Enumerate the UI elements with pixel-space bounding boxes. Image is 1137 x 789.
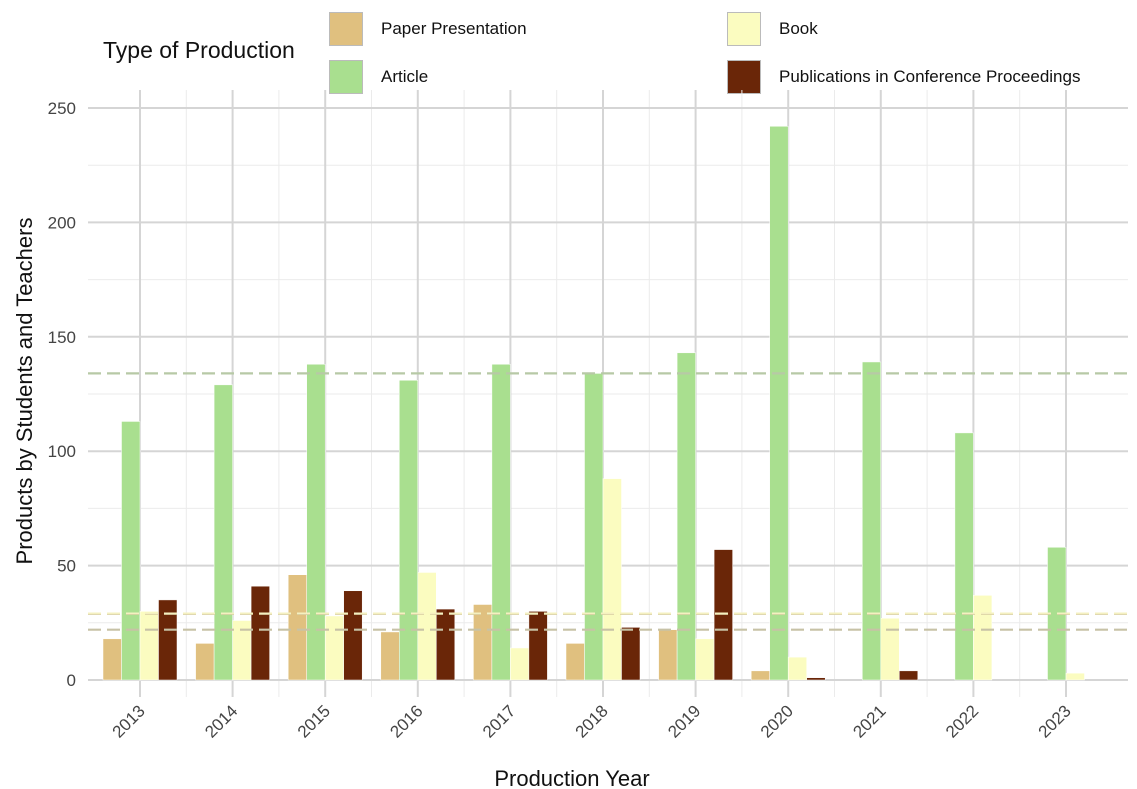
bar-article-2015 xyxy=(306,364,326,681)
y-tick-label: 250 xyxy=(48,99,76,118)
legend-label-book: Book xyxy=(779,19,818,38)
bar-book-2023 xyxy=(1065,672,1085,681)
legend-item-book[interactable]: Book xyxy=(727,12,818,46)
legend-item-paper-presentation[interactable]: Paper Presentation xyxy=(329,12,527,46)
x-tick-label: 2022 xyxy=(942,701,982,741)
y-axis-ticks: 0 50 100 150 200 250 xyxy=(48,99,76,690)
reference-lines xyxy=(88,372,1128,631)
legend-swatch-book xyxy=(727,12,761,46)
bar-publications-in-conference-proceedings-2017 xyxy=(528,611,548,681)
bar-paper-presentation-2016 xyxy=(380,631,400,681)
bar-publications-in-conference-proceedings-2013 xyxy=(158,599,178,681)
bar-article-2014 xyxy=(213,384,233,681)
bar-publications-in-conference-proceedings-2016 xyxy=(436,608,456,681)
legend-item-article[interactable]: Article xyxy=(329,60,428,94)
legend-label-article: Article xyxy=(381,67,429,86)
bar-book-2020 xyxy=(787,656,807,681)
bar-article-2016 xyxy=(399,380,419,681)
legend-title: Type of Production xyxy=(103,37,295,63)
bar-article-2013 xyxy=(121,421,141,681)
x-tick-label: 2013 xyxy=(109,701,149,741)
bar-article-2022 xyxy=(954,432,974,681)
bar-paper-presentation-2019 xyxy=(658,629,678,681)
bar-publications-in-conference-proceedings-2019 xyxy=(713,549,733,681)
legend-swatch-article xyxy=(329,60,363,94)
legend-swatch-conference-proceedings xyxy=(727,60,761,94)
bar-paper-presentation-2018 xyxy=(565,643,585,681)
bar-publications-in-conference-proceedings-2014 xyxy=(250,585,270,681)
x-tick-label: 2014 xyxy=(201,701,241,741)
y-tick-label: 50 xyxy=(57,557,76,576)
x-tick-label: 2016 xyxy=(386,701,426,741)
bar-article-2017 xyxy=(491,364,511,681)
bar-article-2018 xyxy=(584,373,604,681)
bar-book-2022 xyxy=(973,595,993,681)
y-tick-label: 0 xyxy=(67,671,76,690)
bar-publications-in-conference-proceedings-2021 xyxy=(899,670,919,681)
x-axis-ticks: 2013 2014 2015 2016 2017 2018 2019 2020 2021 2022… xyxy=(109,701,1075,741)
bar-book-2021 xyxy=(880,617,900,681)
y-tick-label: 200 xyxy=(48,213,76,232)
bar-article-2021 xyxy=(862,361,882,681)
bar-paper-presentation-2013 xyxy=(102,638,122,681)
x-tick-label: 2021 xyxy=(849,701,889,741)
bar-article-2020 xyxy=(769,126,789,681)
y-axis-title: Products by Students and Teachers xyxy=(12,218,37,565)
y-tick-label: 100 xyxy=(48,442,76,461)
x-tick-label: 2019 xyxy=(664,701,704,741)
bar-article-2019 xyxy=(676,352,696,681)
bar-book-2017 xyxy=(510,647,530,681)
x-axis-title: Production Year xyxy=(494,766,649,789)
bar-book-2016 xyxy=(417,572,437,681)
bar-publications-in-conference-proceedings-2018 xyxy=(621,627,641,681)
bar-book-2015 xyxy=(324,615,344,681)
x-tick-label: 2018 xyxy=(572,701,612,741)
bar-paper-presentation-2017 xyxy=(473,604,493,681)
bar-paper-presentation-2020 xyxy=(750,670,770,681)
legend-swatch-paper-presentation xyxy=(329,12,363,46)
legend-item-conference-proceedings[interactable]: Publications in Conference Proceedings xyxy=(727,60,1080,94)
x-tick-label: 2017 xyxy=(479,701,519,741)
bar-paper-presentation-2014 xyxy=(195,643,215,681)
bar-paper-presentation-2015 xyxy=(287,574,307,681)
bar-publications-in-conference-proceedings-2015 xyxy=(343,590,363,681)
x-tick-label: 2015 xyxy=(294,701,334,741)
bar-book-2019 xyxy=(695,638,715,681)
x-tick-label: 2023 xyxy=(1035,701,1075,741)
bars xyxy=(102,126,1085,681)
legend-label-paper-presentation: Paper Presentation xyxy=(381,19,527,38)
x-tick-label: 2020 xyxy=(757,701,797,741)
legend-label-conference-proceedings: Publications in Conference Proceedings xyxy=(779,67,1081,86)
y-tick-label: 150 xyxy=(48,328,76,347)
bar-book-2018 xyxy=(602,478,622,681)
bar-publications-in-conference-proceedings-2020 xyxy=(806,677,826,681)
bar-book-2013 xyxy=(139,611,159,681)
